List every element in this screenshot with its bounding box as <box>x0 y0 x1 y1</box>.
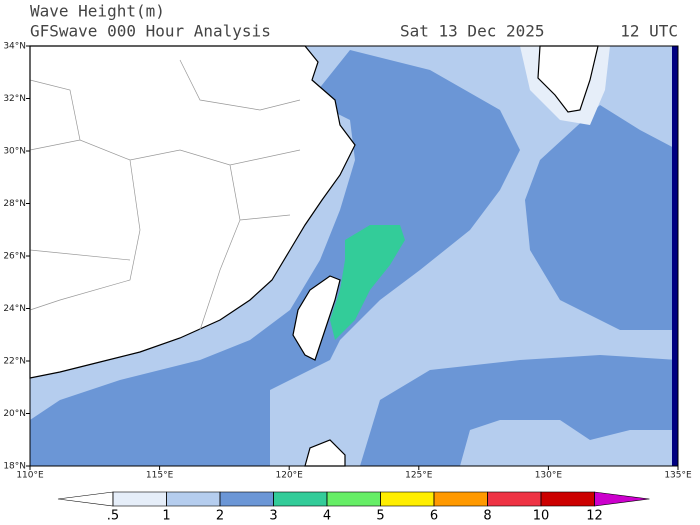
wave-region <box>330 225 405 340</box>
lat-tick-label: 34°N <box>3 42 26 52</box>
lat-tick-label: 22°N <box>3 357 26 367</box>
colorbar-segment <box>380 491 435 507</box>
lat-tick-label: 24°N <box>3 304 26 314</box>
lon-tick-label: 120°E <box>276 471 304 481</box>
lat-tick-label: 28°N <box>3 199 26 209</box>
colorbar-segment <box>57 491 114 507</box>
colorbar-label: .5 <box>107 509 119 524</box>
wave-region <box>30 50 520 466</box>
colorbar-label: 5 <box>376 509 384 524</box>
colorbar-segment <box>487 491 542 507</box>
colorbar-segment <box>273 491 328 507</box>
colorbar-label: 8 <box>483 509 491 524</box>
colorbar-label: 6 <box>430 509 438 524</box>
colorbar-segment <box>326 491 381 507</box>
colorbar-segment <box>540 491 595 507</box>
subtitle: GFSwave 000 Hour Analysis <box>30 22 271 41</box>
land <box>292 275 341 361</box>
lat-tick-label: 26°N <box>3 252 26 262</box>
lat-tick-label: 30°N <box>3 147 26 157</box>
map <box>29 45 679 467</box>
title: Wave Height(m) <box>30 2 165 21</box>
colorbar-label: 4 <box>323 509 331 524</box>
colorbar-label: 12 <box>586 509 603 524</box>
province-border <box>29 59 301 331</box>
wave-region <box>360 355 678 466</box>
date: Sat 13 Dec 2025 <box>400 22 545 41</box>
lon-tick-label: 135°E <box>664 471 692 481</box>
colorbar-label: 3 <box>269 509 277 524</box>
lat-tick-label: 18°N <box>3 462 26 472</box>
wave-region <box>525 105 678 330</box>
colorbar-segment <box>166 491 221 507</box>
lon-tick-label: 110°E <box>16 471 44 481</box>
lat-tick-label: 32°N <box>3 94 26 104</box>
lon-tick-label: 130°E <box>535 471 563 481</box>
edge <box>672 46 678 466</box>
colorbar-label: 10 <box>533 509 550 524</box>
colorbar-segment <box>219 491 274 507</box>
lat-tick-label: 20°N <box>3 409 26 419</box>
colorbar-label: 2 <box>216 509 224 524</box>
colorbar-segment <box>112 491 167 507</box>
colorbar-label: 1 <box>162 509 170 524</box>
time: 12 UTC <box>620 22 678 41</box>
colorbar-segment <box>433 491 488 507</box>
colorbar-segment <box>594 491 650 507</box>
land <box>537 45 599 113</box>
land <box>29 45 356 379</box>
lon-tick-label: 125°E <box>405 471 433 481</box>
lon-tick-label: 115°E <box>146 471 174 481</box>
